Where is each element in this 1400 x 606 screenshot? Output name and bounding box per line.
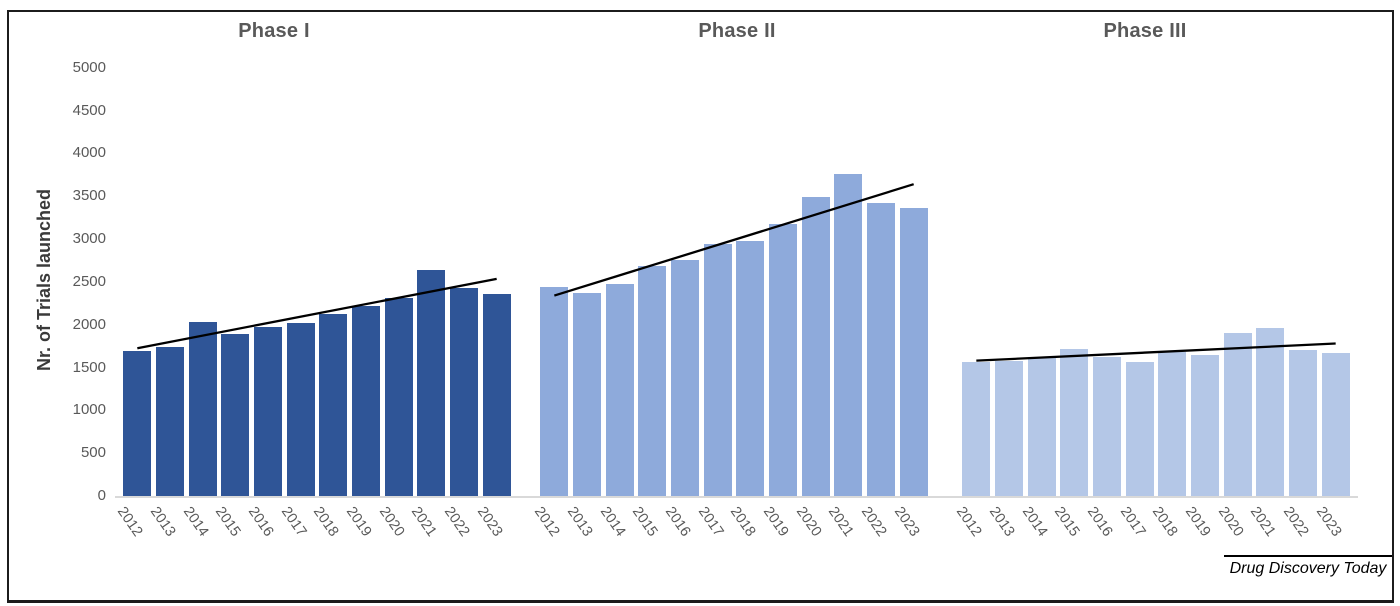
bar-phase-i-2018	[319, 313, 348, 496]
x-tick-label: 2020	[792, 504, 825, 540]
bar-phase-ii-2013	[573, 292, 601, 496]
bar-phase-i-2015	[221, 334, 250, 496]
bar-phase-ii-2015	[638, 265, 667, 496]
bar-phase-i-2020	[384, 298, 413, 496]
y-tick-label: 3500	[72, 187, 106, 205]
x-tick-label: 2015	[1051, 504, 1083, 540]
y-tick-label: 4500	[72, 101, 106, 119]
x-axis-line	[115, 496, 1358, 498]
bar-phase-i-2013	[156, 346, 184, 496]
y-tick-label: 1000	[72, 401, 106, 419]
bar-phase-ii-2018	[736, 240, 765, 496]
x-tick-label: 2016	[661, 504, 694, 540]
bar-phase-iii-2017	[1125, 361, 1154, 496]
x-tick-label: 2021	[408, 504, 440, 540]
x-tick-label: 2022	[1279, 504, 1312, 540]
x-tick-label: 2021	[1247, 504, 1279, 540]
bar-phase-iii-2019	[1191, 354, 1219, 496]
bar-phase-ii-2012	[540, 286, 569, 496]
x-tick-label: 2013	[146, 504, 179, 540]
x-tick-label: 2014	[596, 504, 629, 540]
bar-phase-iii-2023	[1321, 352, 1350, 496]
x-tick-label: 2022	[440, 504, 473, 540]
bar-phase-iii-2013	[995, 360, 1023, 496]
bar-phase-ii-2017	[703, 244, 732, 496]
y-tick-label: 500	[80, 444, 106, 462]
x-tick-label: 2019	[342, 504, 375, 540]
x-tick-label: 2015	[629, 504, 661, 540]
bar-phase-i-2023	[482, 293, 511, 496]
bar-phase-ii-2023	[899, 208, 928, 496]
bar-phase-iii-2012	[962, 361, 991, 496]
x-tick-label: 2016	[244, 504, 277, 540]
panel-title-phase-1: Phase I	[238, 20, 310, 42]
bar-phase-i-2016	[254, 327, 282, 496]
y-tick-label: 2500	[72, 272, 106, 290]
x-tick-label: 2019	[1181, 504, 1214, 540]
y-tick-label: 0	[97, 487, 106, 504]
x-tick-label: 2018	[310, 504, 342, 540]
bar-phase-i-2022	[450, 287, 478, 496]
x-tick-label: 2017	[277, 504, 310, 540]
bar-phase-ii-2014	[605, 284, 634, 496]
bar-phase-iii-2014	[1027, 358, 1056, 496]
bar-phase-i-2014	[188, 322, 217, 496]
bar-phase-i-2017	[286, 322, 315, 496]
y-tick-label: 4000	[72, 144, 106, 162]
bar-phase-i-2012	[123, 351, 152, 496]
bar-phase-ii-2019	[769, 223, 797, 496]
panel-title-phase-3: Phase III	[1103, 20, 1187, 42]
x-tick-label: 2020	[375, 504, 408, 540]
bar-phase-i-2021	[417, 269, 446, 496]
bar-phase-ii-2021	[834, 173, 863, 496]
bar-phase-ii-2020	[801, 197, 830, 496]
x-tick-label: 2014	[179, 504, 212, 540]
y-tick-label: 2000	[72, 315, 106, 333]
x-tick-label: 2012	[114, 504, 146, 540]
y-tick-label: 3000	[72, 230, 106, 248]
x-tick-label: 2018	[727, 504, 759, 540]
x-tick-label: 2014	[1018, 504, 1051, 540]
x-tick-label: 2023	[473, 504, 506, 540]
bar-phase-i-2019	[352, 305, 380, 496]
x-tick-label: 2023	[890, 504, 923, 540]
bar-phase-iii-2021	[1256, 328, 1285, 496]
bar-phase-iii-2015	[1060, 348, 1089, 496]
y-tick-label: 5000	[72, 58, 106, 76]
x-tick-label: 2017	[694, 504, 727, 540]
x-tick-label: 2012	[531, 504, 563, 540]
x-tick-label: 2016	[1083, 504, 1116, 540]
panel-title-phase-2: Phase II	[698, 20, 776, 42]
bar-phase-iii-2018	[1158, 352, 1187, 496]
bar-phase-iii-2022	[1289, 350, 1317, 496]
bar-phase-iii-2016	[1093, 357, 1121, 496]
x-tick-label: 2013	[563, 504, 596, 540]
x-tick-label: 2013	[985, 504, 1018, 540]
x-tick-label: 2021	[825, 504, 857, 540]
x-tick-label: 2020	[1214, 504, 1247, 540]
x-tick-label: 2022	[857, 504, 890, 540]
x-tick-label: 2019	[759, 504, 792, 540]
source-attribution: Drug Discovery Today	[1224, 555, 1392, 578]
x-tick-label: 2012	[953, 504, 985, 540]
x-tick-label: 2015	[212, 504, 244, 540]
bar-phase-ii-2022	[867, 203, 895, 496]
bar-phase-iii-2020	[1223, 333, 1252, 496]
x-tick-label: 2023	[1312, 504, 1345, 540]
bar-phase-ii-2016	[671, 259, 699, 496]
y-tick-label: 1500	[72, 358, 106, 376]
x-tick-label: 2018	[1149, 504, 1181, 540]
x-tick-label: 2017	[1116, 504, 1149, 540]
